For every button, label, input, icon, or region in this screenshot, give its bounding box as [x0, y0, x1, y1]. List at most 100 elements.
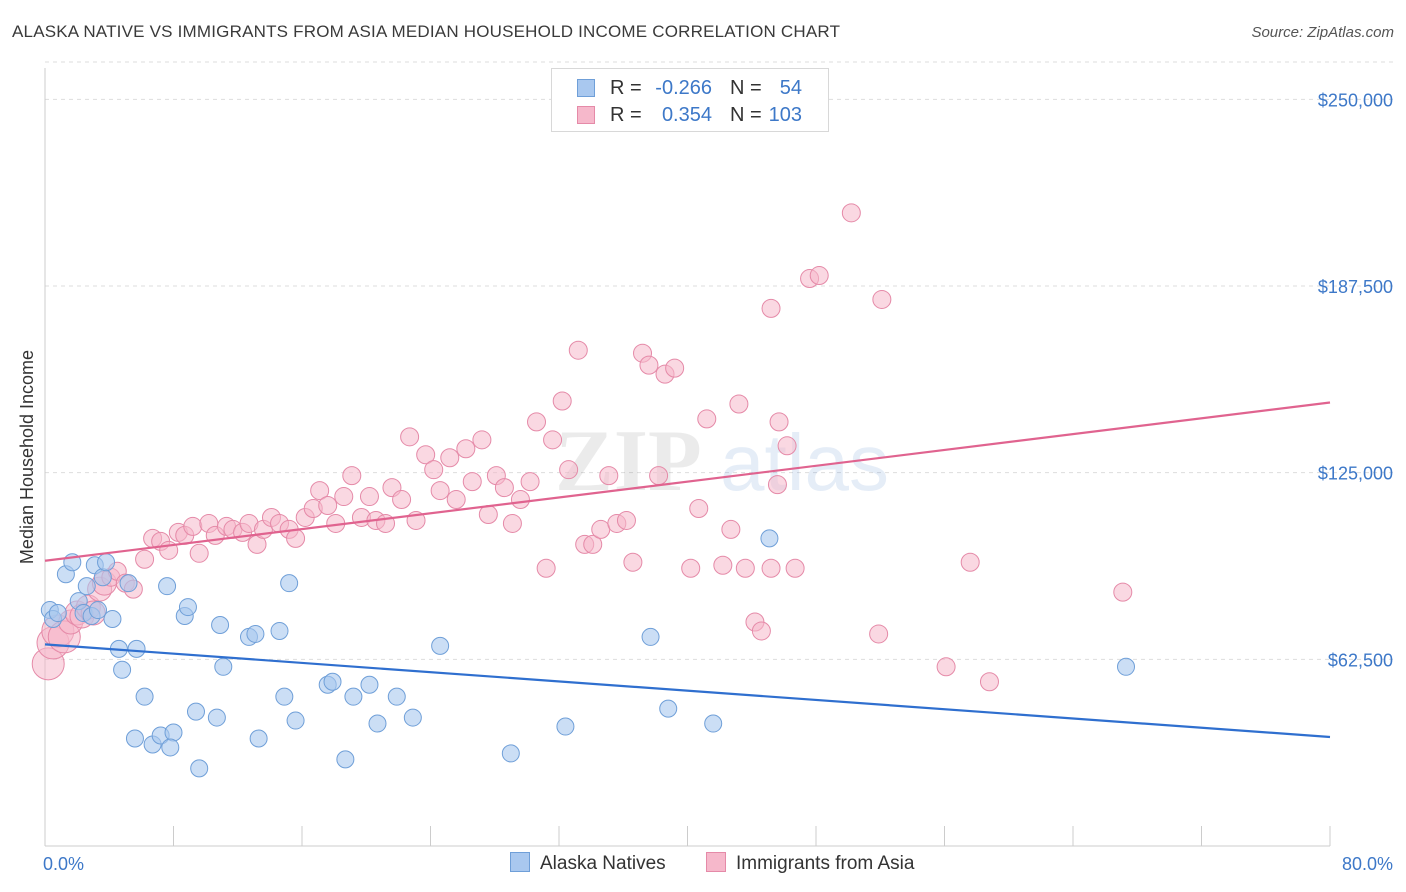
immigrants-from-asia-point [872, 289, 892, 309]
alaska-natives-point [501, 744, 520, 763]
alaska-natives-point [641, 627, 660, 646]
alaska-natives-point [431, 636, 450, 655]
legend-label-immigrants-from-asia: Immigrants from Asia [736, 853, 915, 874]
alaska-natives-point [403, 708, 422, 727]
immigrants-from-asia-point [681, 558, 701, 578]
correlation-legend: R = -0.266 N = 54 R = 0.354 N = 103 [551, 68, 829, 132]
alaska-natives-point [249, 729, 268, 748]
immigrants-from-asia-point [502, 513, 522, 533]
alaska-natives-point [387, 687, 406, 706]
alaska-natives-point [119, 574, 138, 593]
immigrants-from-asia-point [841, 203, 861, 223]
series-legend: Alaska Natives Immigrants from Asia [0, 852, 1406, 878]
alaska-natives-point [178, 598, 197, 617]
watermark-atlas: atlas [720, 418, 889, 507]
immigrants-from-asia-point [559, 460, 579, 480]
immigrants-from-asia-point [552, 391, 572, 411]
alaska-natives-points [40, 529, 1136, 778]
alaska-natives-point [1117, 657, 1136, 676]
immigrants-from-asia-point [697, 409, 717, 429]
legend-row-alaska-natives: R = -0.266 N = 54 [552, 75, 828, 101]
alaska-natives-point [556, 717, 575, 736]
immigrants-from-asia-point [424, 460, 444, 480]
immigrants-from-asia-point [510, 490, 530, 510]
y-tick-label: $62,500 [1328, 650, 1393, 670]
immigrants-from-asia-point [761, 298, 781, 318]
immigrants-from-asia-point [440, 448, 460, 468]
immigrants-from-asia-point [135, 549, 155, 569]
immigrants-from-asia-point [665, 358, 685, 378]
immigrants-from-asia-point [761, 558, 781, 578]
immigrants-from-asia-point [478, 504, 498, 524]
alaska-natives-point [360, 675, 379, 694]
alaska-natives-point [214, 657, 233, 676]
immigrants-from-asia-point [777, 436, 797, 456]
immigrants-from-asia-point [568, 340, 588, 360]
immigrants-from-asia-point [400, 427, 420, 447]
alaska-natives-point [323, 672, 342, 691]
immigrants-from-asia-point [189, 543, 209, 563]
immigrants-from-asia-point [769, 412, 789, 432]
legend-n-value: 103 [768, 104, 802, 126]
immigrants-from-asia-point [936, 657, 956, 677]
immigrants-from-asia-point [392, 490, 412, 510]
y-tick-label: $187,500 [1318, 277, 1393, 297]
legend-label-alaska-natives: Alaska Natives [540, 853, 666, 874]
immigrants-from-asia-point [599, 466, 619, 486]
alaska-natives-point [127, 639, 146, 658]
immigrants-from-asia-point [960, 552, 980, 572]
alaska-natives-point [113, 660, 132, 679]
immigrants-from-asia-point [494, 478, 514, 498]
immigrants-from-asia-point [623, 552, 643, 572]
alaska-natives-trend-line [44, 643, 1331, 739]
alaska-natives-point [190, 759, 209, 778]
tick-labels: $62,500 $125,000 $187,500 $250,000 0.0% 80.0% [43, 90, 1393, 874]
alaska-natives-point [286, 711, 305, 730]
legend-swatch-pink [706, 852, 726, 872]
immigrants-from-asia-point [286, 528, 306, 548]
immigrants-from-asia-point [591, 519, 611, 539]
alaska-natives-point [270, 621, 289, 640]
axes [44, 68, 1331, 847]
chart-title: ALASKA NATIVE VS IMMIGRANTS FROM ASIA ME… [12, 22, 841, 41]
immigrants-from-asia-point [527, 412, 547, 432]
immigrants-from-asia-point [536, 558, 556, 578]
immigrants-from-asia-trend-line [44, 401, 1331, 562]
alaska-natives-point [280, 574, 299, 593]
immigrants-from-asia-point [310, 481, 330, 501]
immigrants-from-asia-point [520, 472, 540, 492]
legend-r-value: 0.354 [661, 104, 712, 126]
alaska-natives-point [760, 529, 779, 548]
alaska-natives-point [246, 624, 265, 643]
immigrants-from-asia-point [543, 430, 563, 450]
watermark: ZIP atlas [555, 413, 889, 510]
immigrants-from-asia-point [334, 487, 354, 507]
alaska-natives-point [211, 615, 230, 634]
alaska-natives-point [48, 604, 67, 623]
immigrants-from-asia-point [472, 430, 492, 450]
alaska-natives-point [659, 699, 678, 718]
immigrants-from-asia-point [809, 266, 829, 286]
immigrants-from-asia-point [359, 487, 379, 507]
alaska-natives-point [275, 687, 294, 706]
immigrants-from-asia-point [713, 555, 733, 575]
immigrants-from-asia-point [430, 481, 450, 501]
alaska-natives-point [186, 702, 205, 721]
alaska-natives-point [161, 738, 180, 757]
legend-n-value: 54 [779, 77, 802, 99]
legend-r-value: -0.266 [655, 77, 712, 99]
alaska-natives-point [368, 714, 387, 733]
immigrants-from-asia-point [583, 534, 603, 554]
immigrants-from-asia-point [751, 621, 771, 641]
immigrants-from-asia-point [767, 475, 787, 495]
immigrants-from-asia-point [639, 355, 659, 375]
legend-r-label: R = [610, 77, 642, 99]
immigrants-from-asia-point [456, 439, 476, 459]
alaska-natives-point [77, 577, 96, 596]
immigrants-from-asia-point [869, 624, 889, 644]
immigrants-from-asia-point [729, 394, 749, 414]
alaska-natives-point [103, 610, 122, 629]
legend-n-label: N = [730, 104, 762, 126]
legend-row-immigrants-from-asia: R = 0.354 N = 103 [552, 102, 828, 128]
